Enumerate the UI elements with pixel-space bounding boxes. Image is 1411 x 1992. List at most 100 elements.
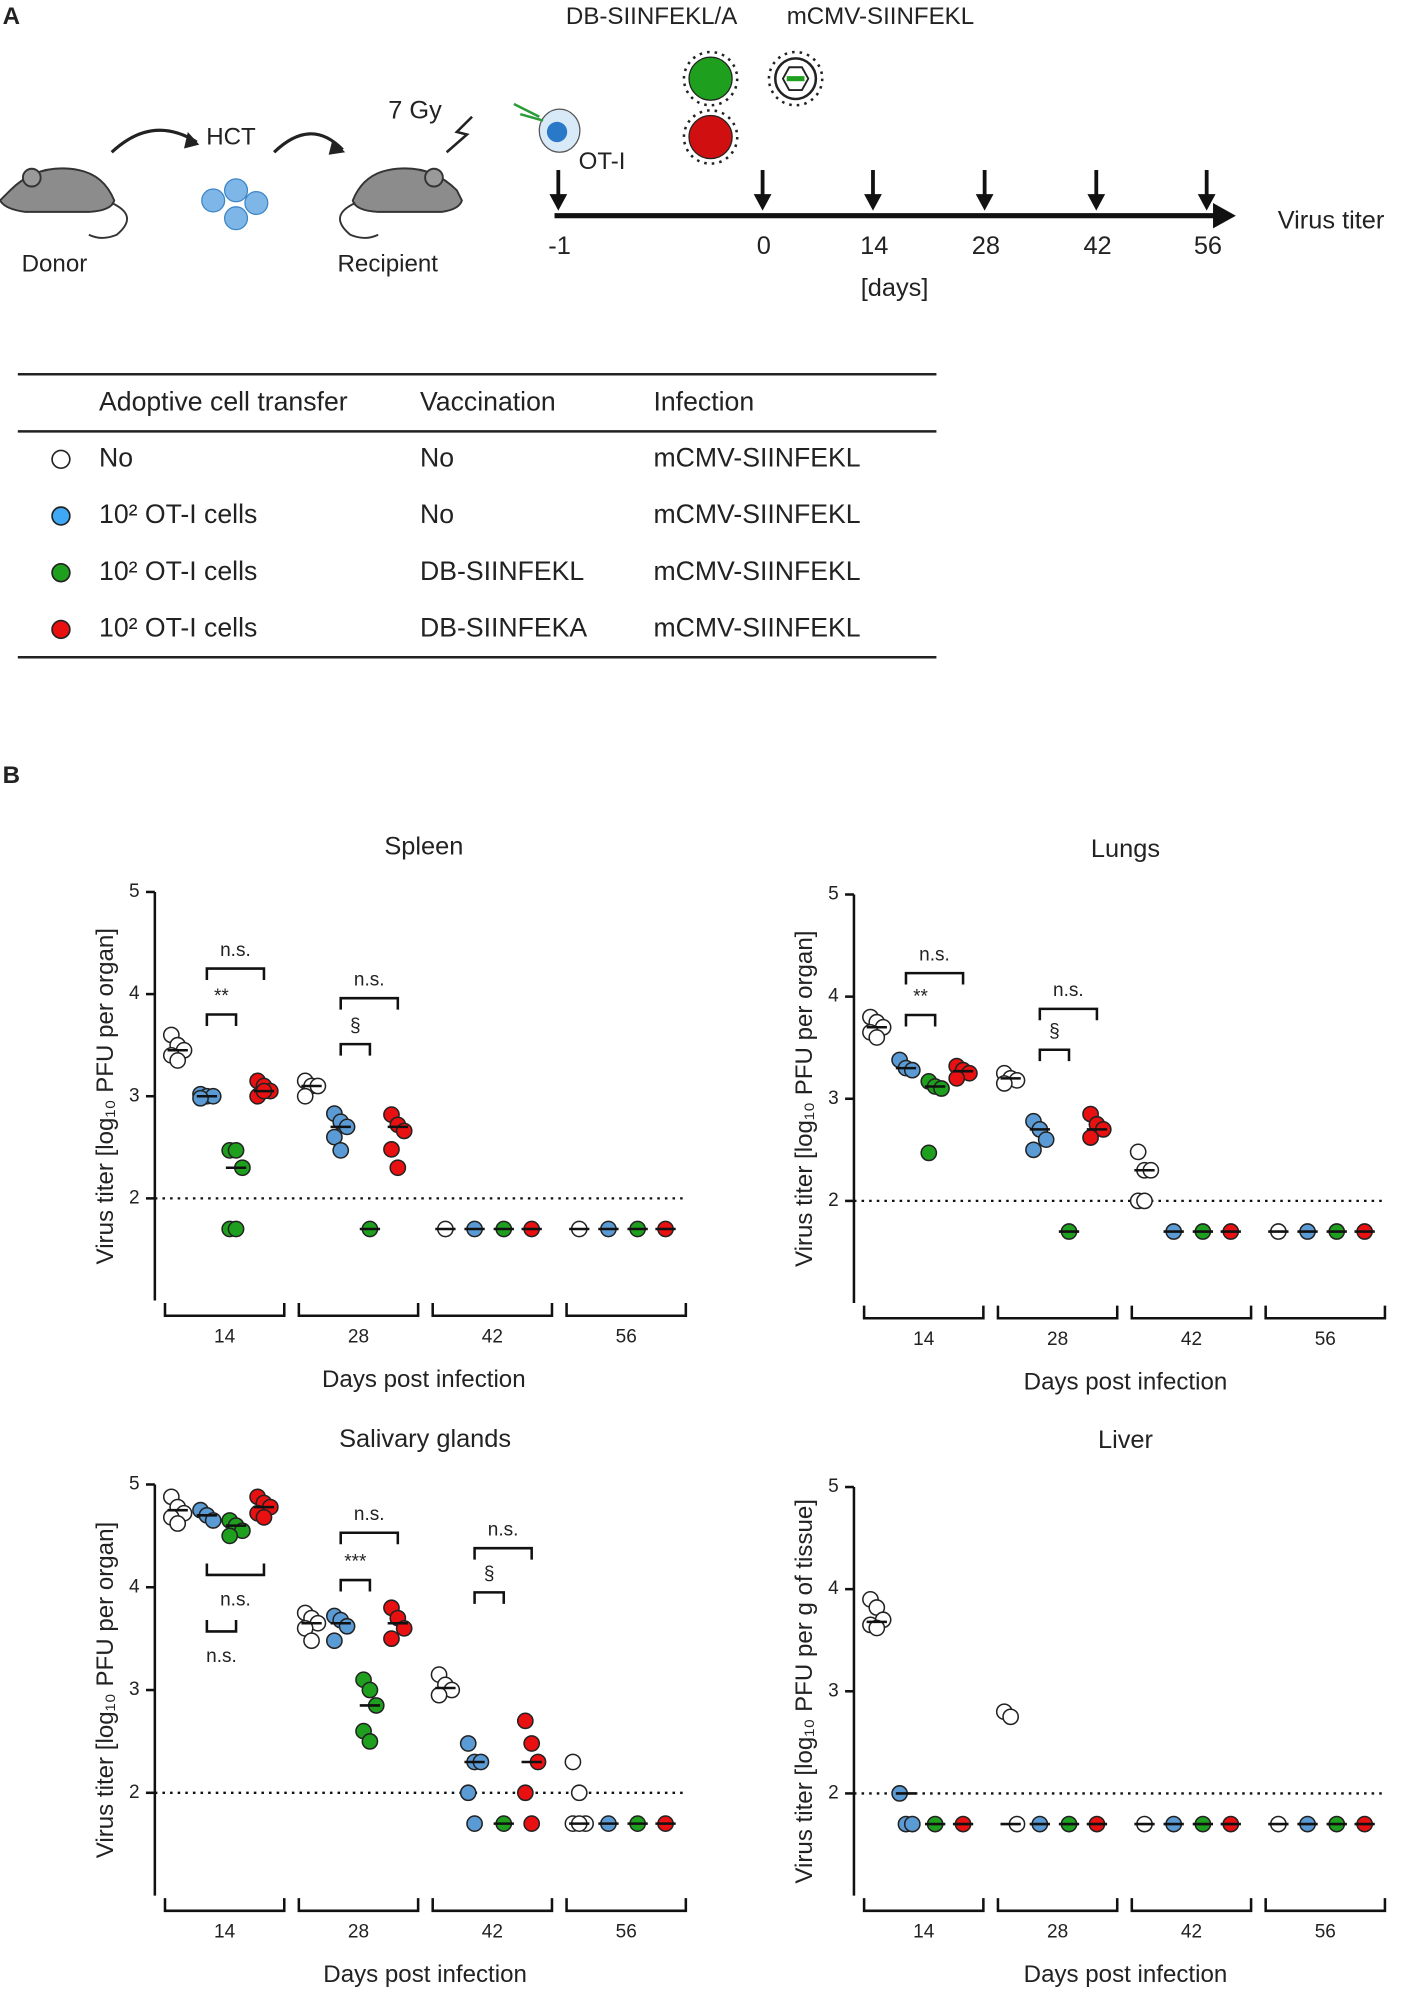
table-cell: No [420,499,454,529]
y-tick-label: 5 [129,1474,140,1495]
label: OT-I [579,148,626,175]
table-header: Infection [653,387,754,417]
category-box [565,1303,688,1318]
category-box [163,1898,286,1913]
data-point [459,1784,477,1802]
significance-bracket [205,1620,238,1633]
category-box [1264,1305,1387,1320]
significance-label: n.s. [354,1504,385,1525]
category-box [862,1898,985,1913]
data-point [903,1815,921,1833]
x-tick-label: 56 [616,1326,637,1347]
significance-label: n.s. [488,1519,519,1540]
data-point [995,1075,1013,1092]
x-tick-label: 14 [913,1921,935,1942]
y-axis-label: Virus titer [log₁₀ PFU per organ] [92,928,119,1264]
data-point [868,1029,886,1046]
category-box [862,1305,985,1320]
data-point [383,1140,400,1158]
category-box [565,1898,688,1913]
significance-label: n.s. [1053,980,1084,1001]
y-tick-label: 3 [129,1085,140,1106]
category-box [1130,1305,1253,1320]
x-axis-label: Days post infection [1024,1368,1228,1395]
timeline-arrow-head [549,194,568,211]
significance-label: § [484,1564,495,1585]
row-marker [51,506,71,526]
significance-bracket [205,1563,266,1577]
row-marker [51,619,71,640]
timeline-label: 42 [1083,232,1111,260]
significance-label: n.s. [919,944,950,965]
category-box [996,1898,1119,1913]
y-tick-label: 5 [828,1476,839,1497]
table-cell: No [99,442,133,472]
x-tick-label: 56 [1315,1329,1336,1350]
x-axis-label: Days post infection [1024,1961,1228,1988]
data-point [466,1815,483,1833]
y-tick-label: 5 [129,881,140,902]
significance-bracket [339,996,400,1010]
category-box [1130,1898,1253,1913]
readout: Virus titer [1278,207,1385,235]
label: DB-SIINFEKL/A [566,3,738,30]
x-tick-label: 28 [1047,1329,1068,1350]
table-cell: 10² OT-I cells [99,612,257,642]
data-point [227,1141,245,1159]
data-point [389,1159,407,1177]
label: HCT [206,124,256,151]
arrow [110,128,198,154]
data-point [1082,1129,1099,1146]
table-cell: mCMV-SIINFEKL [653,442,860,472]
timeline-arrow-head [753,194,772,211]
timeline-label: -1 [548,232,571,260]
data-point [1025,1141,1042,1159]
significance-bracket [473,1591,506,1604]
chart-title: Salivary glands [339,1425,511,1453]
significance-label: n.s. [220,1589,251,1610]
timeline-label: 0 [757,232,771,260]
timeline-arrow-head [864,194,882,211]
data-point [523,1735,541,1752]
data-point [459,1735,477,1752]
y-axis-label: Virus titer [log₁₀ PFU per organ] [791,931,818,1267]
y-tick-label: 2 [828,1190,839,1211]
y-tick-label: 4 [129,1576,140,1597]
data-point [332,1141,350,1159]
data-point [516,1712,534,1730]
arrow-head [328,139,346,155]
data-point [430,1686,448,1704]
x-tick-label: 56 [1315,1921,1336,1942]
x-tick-label: 42 [482,1326,503,1347]
data-point [1136,1192,1153,1210]
data-point [192,1089,209,1107]
ot1-cell [513,102,581,153]
y-tick-label: 4 [828,1578,839,1599]
category-box [996,1305,1119,1320]
timeline-head [1213,203,1236,229]
significance-label: § [350,1015,361,1036]
y-tick-label: 2 [129,1187,140,1208]
y-tick-label: 4 [828,986,839,1007]
data-point [516,1784,534,1802]
row-marker [51,563,71,583]
y-axis-label: Virus titer [log₁₀ PFU per organ] [92,1522,119,1858]
data-point [868,1619,886,1637]
timeline-label: 28 [972,232,1000,260]
data-point [523,1815,541,1833]
x-tick-label: 56 [616,1921,637,1942]
significance-label: ** [913,986,928,1007]
table-header: Adoptive cell transfer [99,387,348,417]
chart-title: Lungs [1091,835,1160,863]
timeline-label: 56 [1194,232,1222,260]
y-tick-label: 3 [828,1680,839,1701]
significance-bracket [904,1013,937,1027]
timeline-arrow-head [1197,194,1216,211]
data-point [227,1220,245,1238]
cells [201,178,269,231]
category-box [1264,1898,1387,1913]
category-box [297,1898,420,1913]
table-cell: mCMV-SIINFEKL [653,499,860,529]
data-point [303,1632,320,1650]
